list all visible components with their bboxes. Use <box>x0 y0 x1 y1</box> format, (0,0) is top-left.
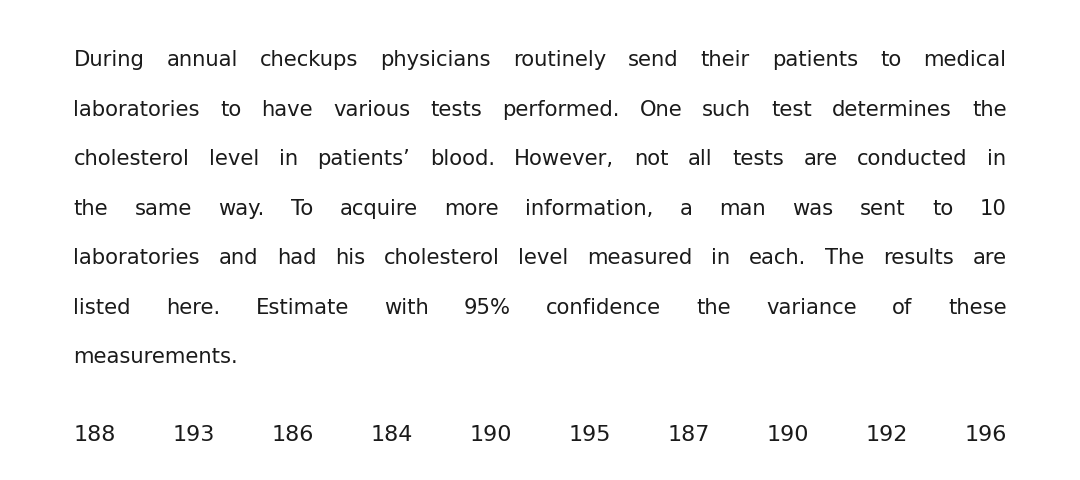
Text: laboratories: laboratories <box>73 100 200 120</box>
Text: patients: patients <box>772 50 859 71</box>
Text: tests: tests <box>732 149 784 169</box>
Text: 187: 187 <box>667 425 710 445</box>
Text: level: level <box>518 248 569 268</box>
Text: more: more <box>444 199 499 219</box>
Text: way.: way. <box>218 199 265 219</box>
Text: To: To <box>291 199 313 219</box>
Text: listed: listed <box>73 298 131 318</box>
Text: a: a <box>680 199 693 219</box>
Text: routinely: routinely <box>513 50 606 71</box>
Text: cholesterol: cholesterol <box>383 248 500 268</box>
Text: these: these <box>948 298 1007 318</box>
Text: have: have <box>261 100 313 120</box>
Text: 193: 193 <box>173 425 215 445</box>
Text: not: not <box>634 149 669 169</box>
Text: measurements.: measurements. <box>73 347 238 367</box>
Text: the: the <box>697 298 731 318</box>
Text: blood.: blood. <box>430 149 495 169</box>
Text: 188: 188 <box>73 425 116 445</box>
Text: the: the <box>73 199 108 219</box>
Text: are: are <box>972 248 1007 268</box>
Text: to: to <box>220 100 241 120</box>
Text: in: in <box>712 248 730 268</box>
Text: sent: sent <box>860 199 906 219</box>
Text: and: and <box>218 248 258 268</box>
Text: here.: here. <box>166 298 220 318</box>
Text: send: send <box>629 50 678 71</box>
Text: medical: medical <box>923 50 1007 71</box>
Text: 10: 10 <box>980 199 1007 219</box>
Text: confidence: confidence <box>546 298 661 318</box>
Text: such: such <box>702 100 752 120</box>
Text: information,: information, <box>525 199 653 219</box>
Text: in: in <box>279 149 298 169</box>
Text: his: his <box>335 248 365 268</box>
Text: to: to <box>880 50 902 71</box>
Text: laboratories: laboratories <box>73 248 200 268</box>
Text: The: The <box>825 248 864 268</box>
Text: in: in <box>987 149 1007 169</box>
Text: 95%: 95% <box>464 298 511 318</box>
Text: 190: 190 <box>469 425 512 445</box>
Text: had: had <box>276 248 316 268</box>
Text: to: to <box>932 199 954 219</box>
Text: performed.: performed. <box>502 100 619 120</box>
Text: conducted: conducted <box>858 149 968 169</box>
Text: 196: 196 <box>964 425 1007 445</box>
Text: 184: 184 <box>370 425 413 445</box>
Text: of: of <box>892 298 913 318</box>
Text: man: man <box>719 199 766 219</box>
Text: 195: 195 <box>568 425 610 445</box>
Text: checkups: checkups <box>260 50 359 71</box>
Text: measured: measured <box>588 248 692 268</box>
Text: the: the <box>972 100 1007 120</box>
Text: 190: 190 <box>766 425 809 445</box>
Text: variance: variance <box>767 298 858 318</box>
Text: level: level <box>208 149 259 169</box>
Text: various: various <box>333 100 410 120</box>
Text: Estimate: Estimate <box>256 298 349 318</box>
Text: physicians: physicians <box>380 50 490 71</box>
Text: test: test <box>771 100 812 120</box>
Text: 192: 192 <box>865 425 907 445</box>
Text: was: was <box>793 199 834 219</box>
Text: results: results <box>883 248 954 268</box>
Text: determines: determines <box>832 100 951 120</box>
Text: However,: However, <box>514 149 615 169</box>
Text: their: their <box>701 50 750 71</box>
Text: One: One <box>639 100 683 120</box>
Text: all: all <box>688 149 713 169</box>
Text: each.: each. <box>750 248 807 268</box>
Text: During: During <box>73 50 145 71</box>
Text: acquire: acquire <box>339 199 418 219</box>
Text: annual: annual <box>166 50 238 71</box>
Text: are: are <box>804 149 838 169</box>
Text: cholesterol: cholesterol <box>73 149 189 169</box>
Text: with: with <box>384 298 429 318</box>
Text: same: same <box>135 199 192 219</box>
Text: patients’: patients’ <box>318 149 410 169</box>
Text: 186: 186 <box>271 425 313 445</box>
Text: tests: tests <box>430 100 482 120</box>
